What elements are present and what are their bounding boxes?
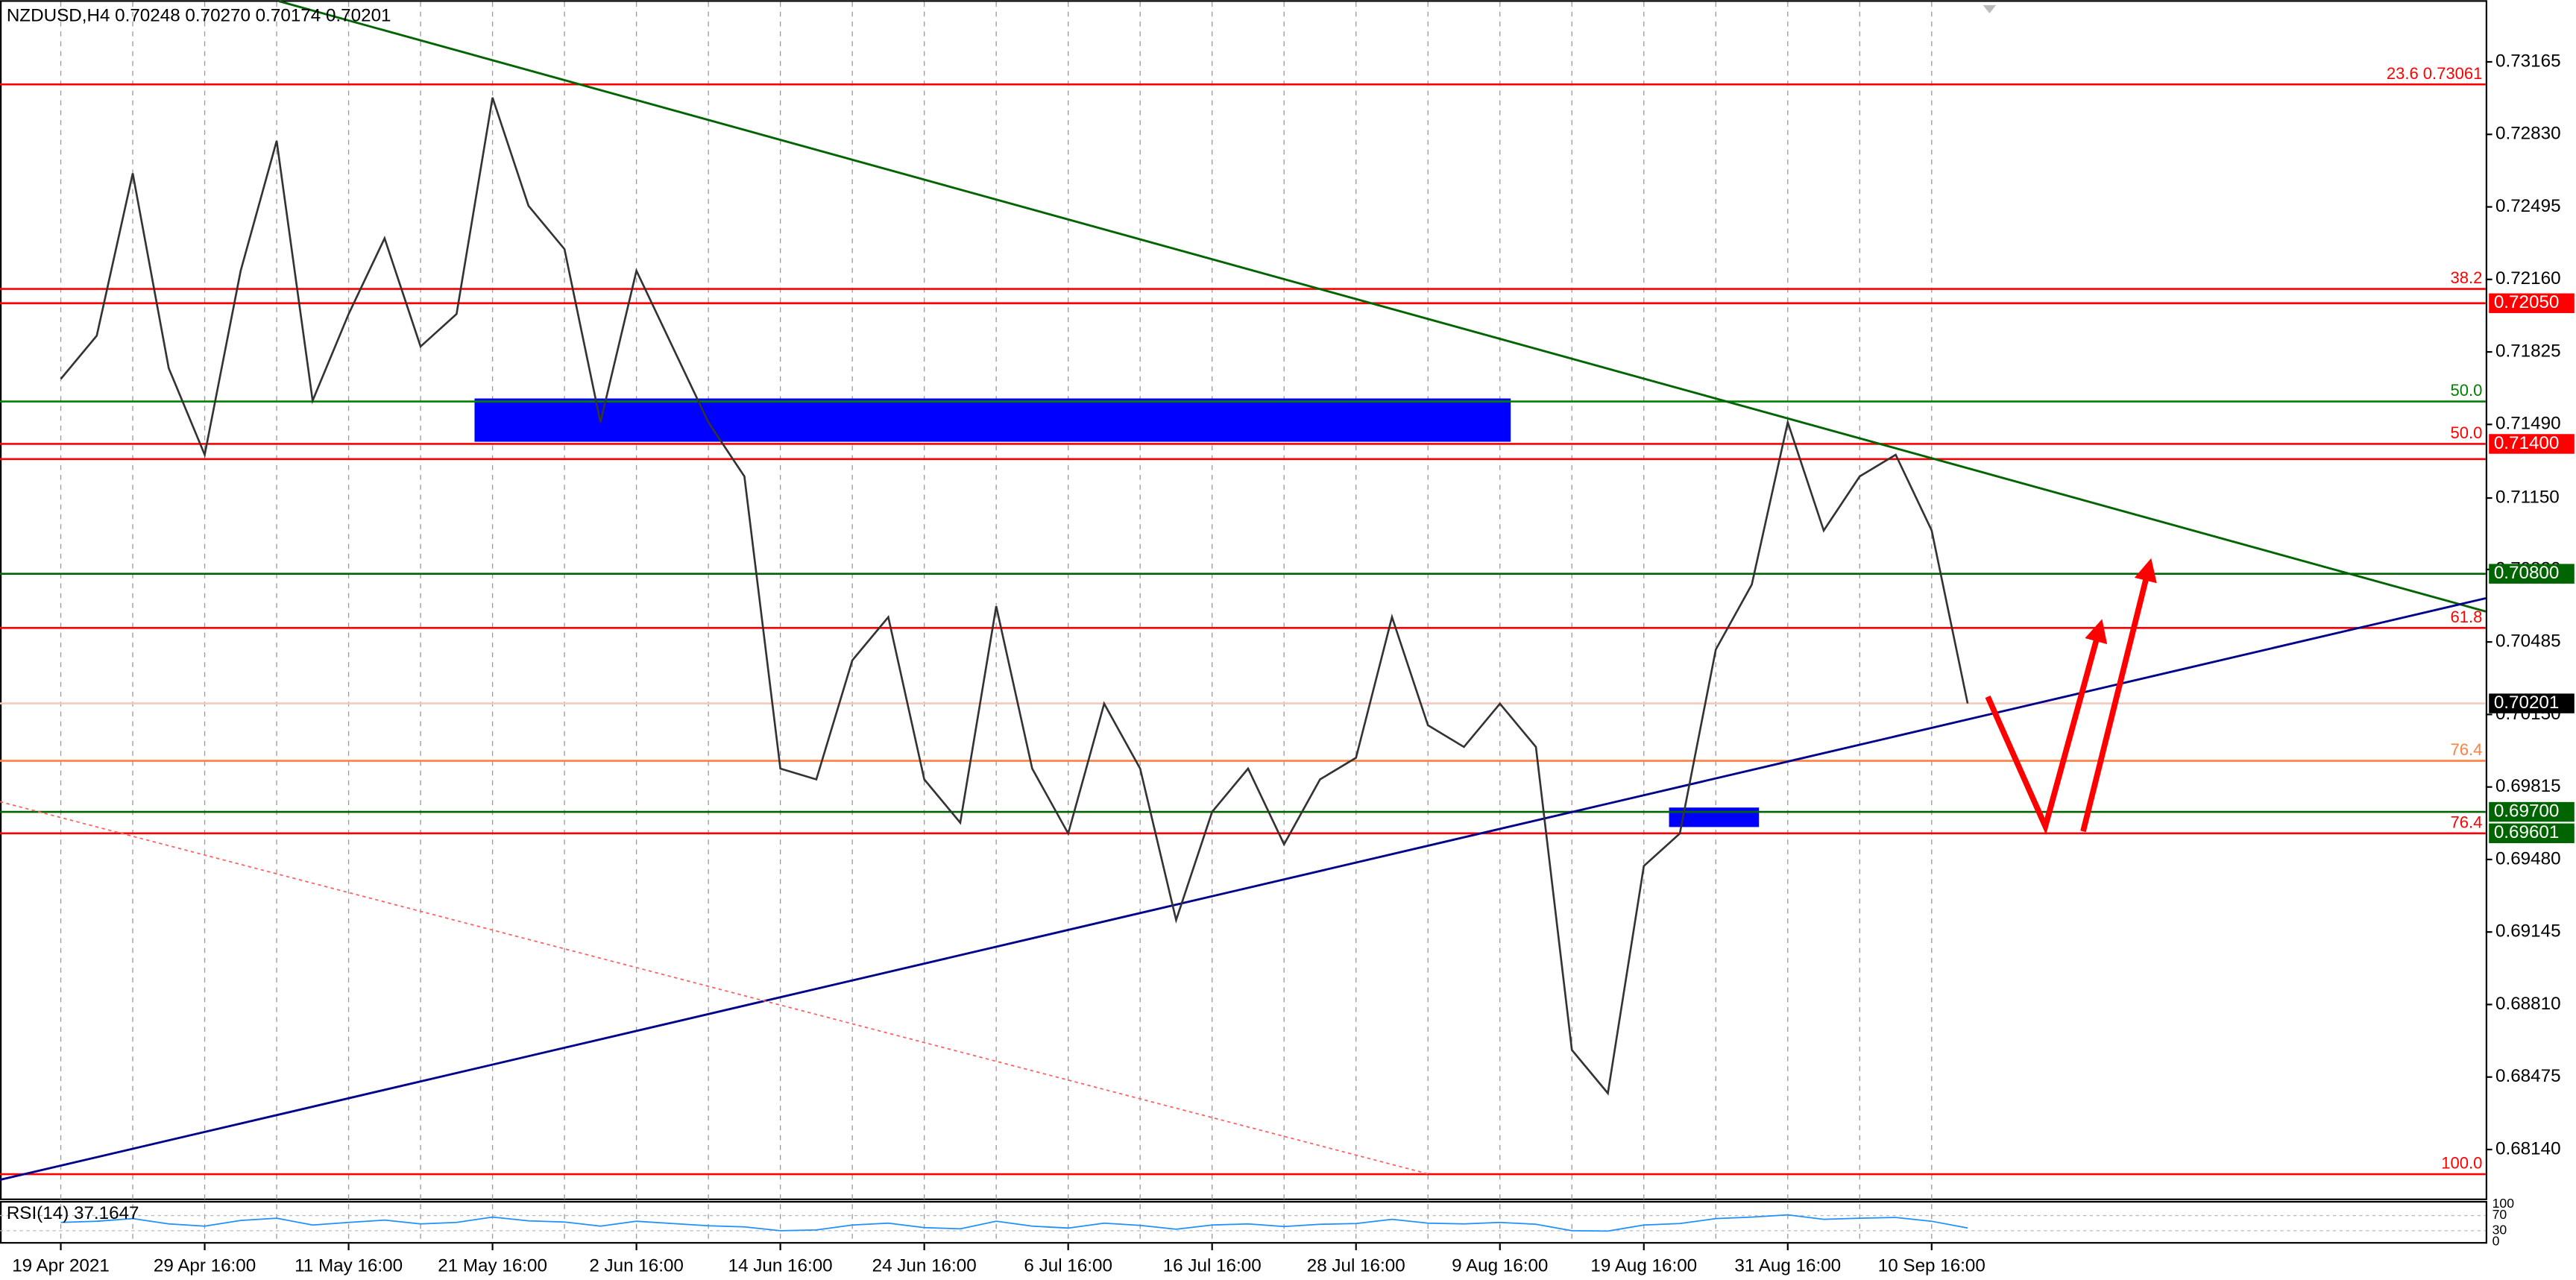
price-tag-label: 0.69601 — [2494, 822, 2560, 842]
y-tick-label: 0.70485 — [2495, 631, 2561, 652]
indicator-frame — [0, 1200, 2488, 1244]
y-tick-label: 0.69480 — [2495, 848, 2561, 868]
x-tick-label: 9 Aug 16:00 — [1452, 1256, 1548, 1276]
x-tick-label: 16 Jul 16:00 — [1163, 1256, 1262, 1276]
x-tick-label: 11 May 16:00 — [295, 1256, 403, 1276]
x-tick-label: 21 May 16:00 — [438, 1256, 547, 1276]
arrow — [1985, 619, 2108, 835]
plot-frame — [0, 0, 2488, 1200]
trendline — [0, 801, 1430, 1175]
level-label: 23.6 0.73061 — [2387, 64, 2483, 83]
x-tick-label: 24 Jun 16:00 — [872, 1256, 977, 1276]
y-tick-label: 0.72830 — [2495, 124, 2561, 144]
chart-title: NZDUSD,H4 0.70248 0.70270 0.70174 0.7020… — [7, 6, 391, 26]
price-tag — [2489, 693, 2575, 713]
x-tick-label: 2 Jun 16:00 — [589, 1256, 684, 1276]
arrow — [2080, 558, 2157, 833]
price-tag-label: 0.72050 — [2494, 292, 2560, 312]
zone — [474, 398, 1511, 442]
y-tick-label: 0.71490 — [2495, 414, 2561, 434]
y-tick-label: 0.72495 — [2495, 196, 2561, 216]
y-tick-label: 0.71825 — [2495, 341, 2561, 361]
price-tag — [2489, 564, 2575, 584]
indicator-label: RSI(14) 37.1647 — [7, 1203, 139, 1223]
price-tag — [2489, 823, 2575, 844]
y-tick-label: 0.69815 — [2495, 776, 2561, 796]
y-tick-label: 0.73165 — [2495, 51, 2561, 71]
price-tag — [2489, 801, 2575, 822]
price-tag-label: 0.70800 — [2494, 563, 2560, 583]
x-tick-label: 29 Apr 16:00 — [154, 1256, 256, 1276]
indicator-tick-label: 100 — [2492, 1196, 2515, 1211]
y-tick-label: 0.69145 — [2495, 921, 2561, 942]
rsi-line — [60, 1214, 1968, 1232]
x-tick-label: 6 Jul 16:00 — [1024, 1256, 1112, 1276]
x-tick-label: 10 Sep 16:00 — [1878, 1256, 1985, 1276]
indicator-tick-label: 0 — [2492, 1234, 2500, 1249]
level-label: 50.0 — [2451, 381, 2483, 400]
level-label: 100.0 — [2441, 1154, 2482, 1173]
x-tick-label: 28 Jul 16:00 — [1307, 1256, 1405, 1276]
shift-marker — [1983, 4, 1997, 13]
y-tick-label: 0.71150 — [2495, 487, 2560, 507]
x-tick-label: 14 Jun 16:00 — [728, 1256, 833, 1276]
y-tick-label: 0.68140 — [2495, 1138, 2561, 1158]
level-label: 61.8 — [2451, 608, 2483, 626]
price-tag-label: 0.70201 — [2494, 693, 2560, 713]
x-tick-label: 31 Aug 16:00 — [1734, 1256, 1841, 1276]
level-label: 76.4 — [2451, 740, 2483, 759]
y-tick-label: 0.68475 — [2495, 1066, 2561, 1086]
indicator-tick-label: 30 — [2492, 1223, 2507, 1238]
x-tick-label: 19 Aug 16:00 — [1590, 1256, 1697, 1276]
trendline — [0, 597, 2487, 1182]
y-tick-label: 0.72160 — [2495, 268, 2561, 289]
level-label: 76.4 — [2451, 813, 2483, 831]
level-label: 50.0 — [2451, 423, 2483, 442]
price-tag-label: 0.71400 — [2494, 433, 2560, 453]
trendline — [279, 0, 2487, 613]
indicator-tick-label: 70 — [2492, 1207, 2507, 1222]
price-line — [60, 97, 1969, 1096]
x-tick-label: 19 Apr 2021 — [12, 1256, 110, 1276]
y-tick-label: 0.68810 — [2495, 994, 2561, 1014]
price-tag-label: 0.69700 — [2494, 801, 2560, 821]
level-label: 38.2 — [2451, 268, 2483, 287]
price-tag — [2489, 434, 2575, 454]
price-tag — [2489, 293, 2575, 313]
